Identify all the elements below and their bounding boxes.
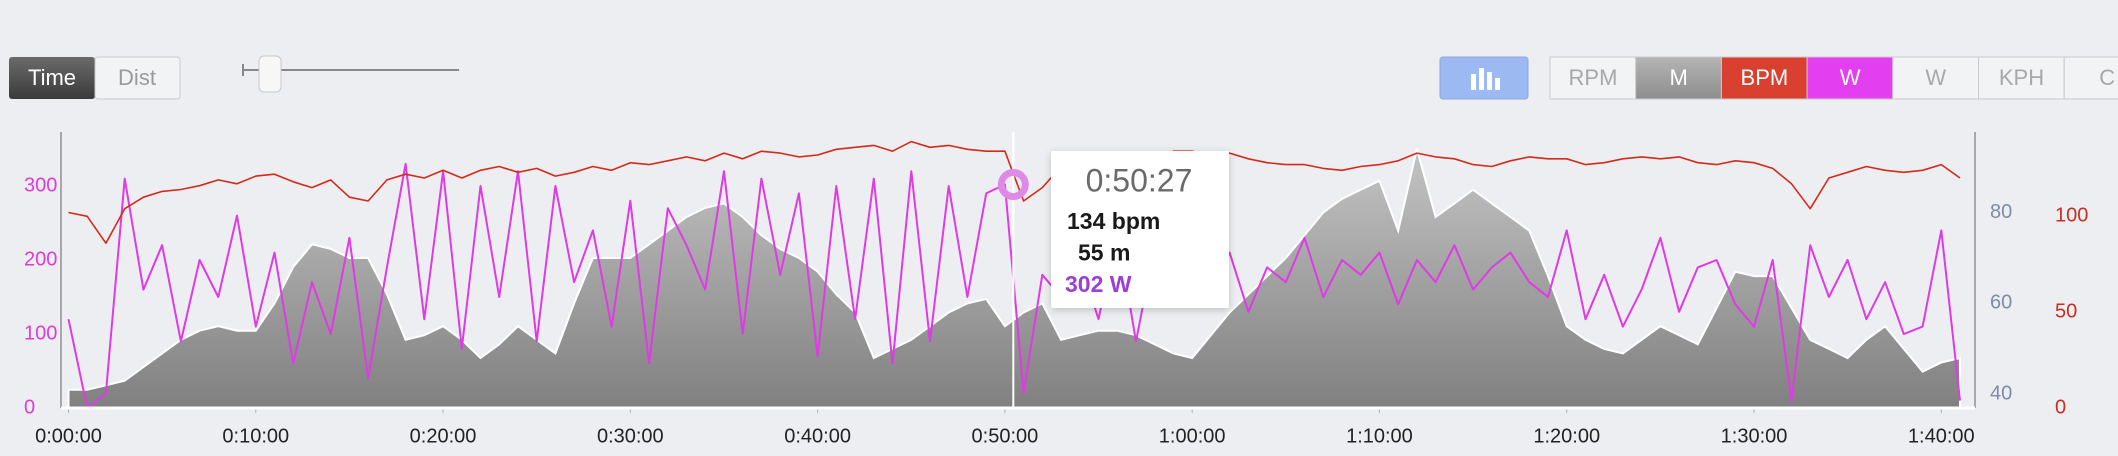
x-tick-label: 0:40:00	[784, 425, 851, 447]
tooltip-value: 302 W	[1065, 271, 1132, 297]
zoom-slider-knob[interactable]	[258, 55, 282, 93]
series-toggle-label[interactable]: M	[1670, 65, 1688, 90]
series-buttons: RPM M BPM W W KPH C	[1549, 56, 2118, 100]
plot-area: 0 100 200 300 40 60 80 0 50 100 0:00:00 0:10:00 0:20…	[24, 132, 2088, 447]
y3-tick-label: 80	[1990, 201, 2012, 223]
y-tick-label: 300	[24, 174, 57, 196]
y-tick-label: 200	[24, 248, 57, 270]
bar-icon	[1471, 68, 1500, 90]
y3-tick-label: 40	[1990, 383, 2012, 405]
y-tick-label: 0	[24, 396, 35, 418]
series-toggle-button[interactable]	[2063, 56, 2118, 100]
x-tick-label: 0:10:00	[222, 425, 289, 447]
series-toggle-label[interactable]: KPH	[1999, 65, 2044, 90]
series-toggle-button[interactable]	[1635, 56, 1722, 100]
x-tick-label: 1:30:00	[1721, 425, 1788, 447]
time-label[interactable]: Time	[28, 65, 76, 90]
series-toggle-button[interactable]	[1978, 56, 2065, 100]
y-tick-label: 100	[24, 322, 57, 344]
tooltip-time: 0:50:27	[1086, 162, 1193, 198]
series-toggle-button[interactable]	[1806, 56, 1894, 100]
series-toggle-label[interactable]: C	[2099, 65, 2115, 90]
x-tick-label: 0:50:00	[972, 425, 1039, 447]
x-tick-label: 1:10:00	[1346, 425, 1413, 447]
series-toggle-label[interactable]: BPM	[1741, 65, 1789, 90]
dist-label[interactable]: Dist	[118, 65, 156, 90]
series-toggle-button[interactable]	[1892, 56, 1980, 100]
tooltip-value: 134 bpm	[1067, 208, 1160, 234]
x-tick-label: 0:30:00	[597, 425, 664, 447]
series-toggle-label[interactable]: RPM	[1569, 65, 1618, 90]
x-tick-label: 1:00:00	[1159, 425, 1226, 447]
elevation-area	[67, 148, 1962, 409]
time-button[interactable]	[9, 57, 95, 99]
y3-tick-label: 60	[1990, 292, 2012, 314]
series-toggle-label[interactable]: W	[1925, 65, 1946, 90]
tooltip-box	[1051, 151, 1229, 308]
series-toggle-button[interactable]	[1549, 56, 1637, 100]
series-toggle-label[interactable]: W	[1840, 65, 1861, 90]
dist-button[interactable]	[94, 56, 181, 100]
x-tick-label: 1:20:00	[1533, 425, 1600, 447]
hover-marker	[997, 169, 1029, 201]
x-tick-label: 0:20:00	[410, 425, 477, 447]
x-tick-label: 1:40:00	[1908, 425, 1975, 447]
y2-tick-label: 50	[2055, 300, 2077, 322]
x-tick-label: 0:00:00	[35, 425, 102, 447]
y2-tick-label: 0	[2055, 396, 2066, 418]
y2-tick-label: 100	[2055, 205, 2088, 227]
tooltip-value: 55 m	[1078, 240, 1130, 266]
